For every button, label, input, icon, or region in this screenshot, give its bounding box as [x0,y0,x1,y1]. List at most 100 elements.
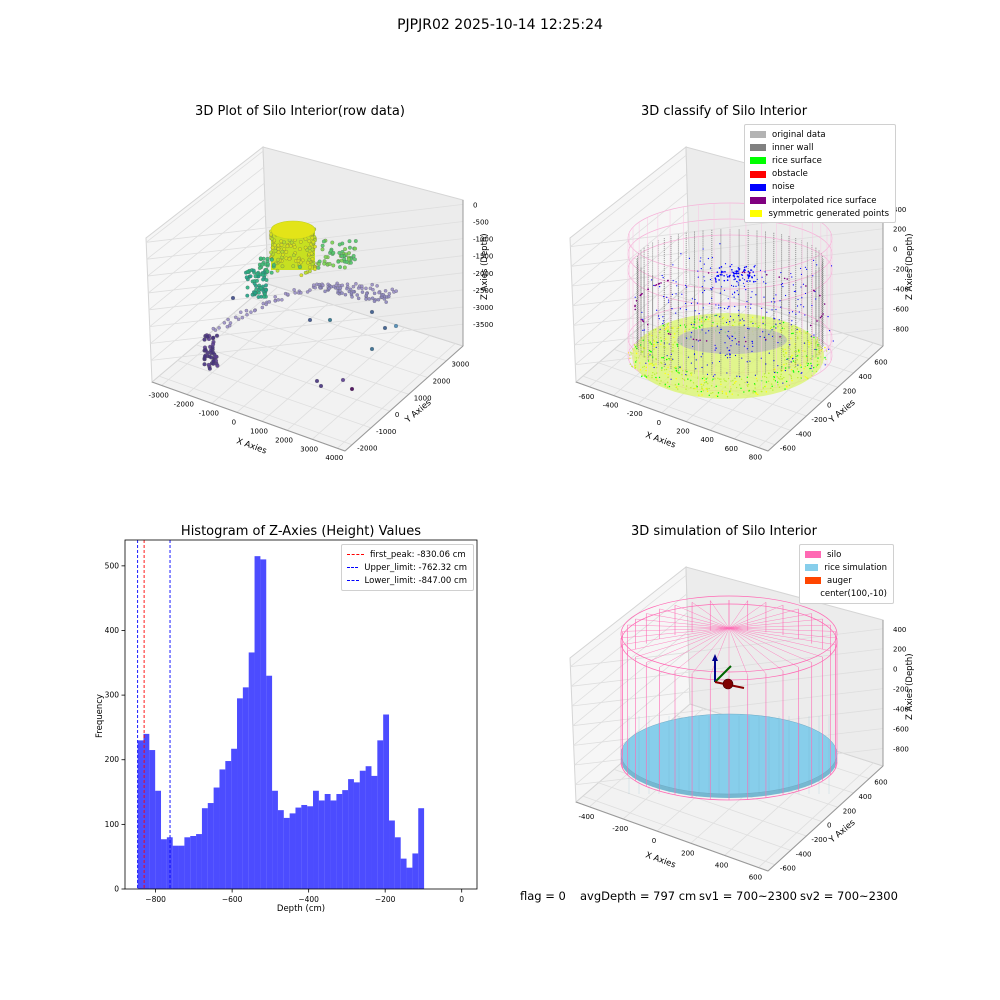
rice-surface-point [641,375,643,378]
arc-point [372,299,377,303]
noise-point [800,372,802,374]
green-cluster-point [255,278,259,283]
green-cluster-point [265,256,270,261]
scatter-point [349,386,355,392]
noise-point [747,270,750,273]
histogram-bar [178,845,185,889]
green-cluster-point [262,294,267,299]
yellow-cluster-point [307,257,312,262]
noise-point [800,273,803,275]
rice-surface-point [720,383,722,386]
rice-surface-point [723,378,725,380]
noise-point [717,274,719,277]
y-gridline [195,344,390,412]
x-gridline [758,342,874,448]
rice-surface-point [770,326,773,329]
legend-label: inner wall [772,142,814,153]
rice-surface-point [655,336,658,338]
rice-surface-point [664,328,666,330]
noise-point [737,314,740,317]
rice-surface-point [647,360,650,362]
rice-surface-point [714,378,716,380]
rice-surface-point [737,394,739,396]
rice-surface-point [813,336,815,339]
rice-surface-point [754,391,756,393]
interpolated-point [812,289,815,292]
y-gridline [158,375,353,446]
noise-point [642,329,644,331]
yellow-cluster-point [281,252,285,257]
noise-point [790,324,792,326]
noise-point [679,308,681,310]
legend-entry: rice simulation [805,561,887,574]
rice-surface-point [660,340,663,342]
rice-surface-point [724,380,726,382]
noise-point [791,276,793,278]
rice-surface-point [791,329,793,331]
yellow-cluster-point [308,269,312,274]
arc-point [371,287,375,292]
rice-surface-point [702,384,705,386]
noise-point [679,366,681,368]
arc-point [387,292,392,296]
rice-surface-point [797,376,799,379]
rice-surface-point [645,366,648,369]
noise-point [733,291,736,293]
dark-purple-point [213,354,218,359]
status-sv2: sv2 = 700~2300 [800,889,898,903]
x-tick-label: 600 [725,445,738,453]
y-tick-label: 0 [827,822,831,830]
noise-point [670,353,672,355]
rice-surface-point [655,376,657,379]
noise-point [763,296,765,298]
histogram-bar [400,858,407,889]
z-tick-label: 0 [893,666,897,674]
interpolated-point [809,324,812,327]
scatter-point [314,378,320,384]
arc-point [365,291,369,296]
arc-point [222,321,227,325]
scatter-point [297,264,303,270]
interpolated-point [640,318,642,321]
rice-surface-point [674,333,676,335]
interpolated-point [783,277,786,280]
yellow-cluster-point [284,256,289,261]
noise-point [666,296,668,298]
histogram-bar [348,779,354,889]
rice-surface-point [672,350,674,352]
histogram-bar [207,803,214,889]
rice-surface-point [667,373,669,376]
scatter-point [393,323,399,329]
noise-point [727,308,729,310]
rice-surface-point [810,342,812,344]
yellow-cluster-point [273,249,278,253]
y-tick-label: 2000 [433,378,451,386]
noise-point [684,302,687,305]
noise-point [806,268,808,270]
green-cluster-point [330,240,335,245]
dark-purple-point [214,333,219,338]
rice-surface-point [756,380,758,382]
rice-surface-point [784,348,786,351]
legend-entry: inner wall [750,141,889,154]
histogram-bar [406,867,413,889]
yellow-cluster-point [280,249,285,254]
histogram-bar [196,834,202,889]
noise-point [755,280,757,283]
noise-point [729,356,731,359]
arc-point [351,284,356,289]
noise-point [685,337,688,339]
noise-point [773,297,775,300]
rice-surface-point [798,351,800,353]
green-cluster-point [348,245,352,250]
x-tick-label: -200 [612,825,628,833]
y-gridline [214,328,409,395]
noise-point [720,306,722,309]
rice-surface-point [732,379,734,382]
legend-entry: center(100,-10) [805,588,887,601]
yellow-cluster-point [269,232,273,237]
noise-point [746,300,748,303]
rice-surface-point [805,355,808,357]
silo-roof-line [728,627,799,668]
rice-surface-point [797,370,800,373]
